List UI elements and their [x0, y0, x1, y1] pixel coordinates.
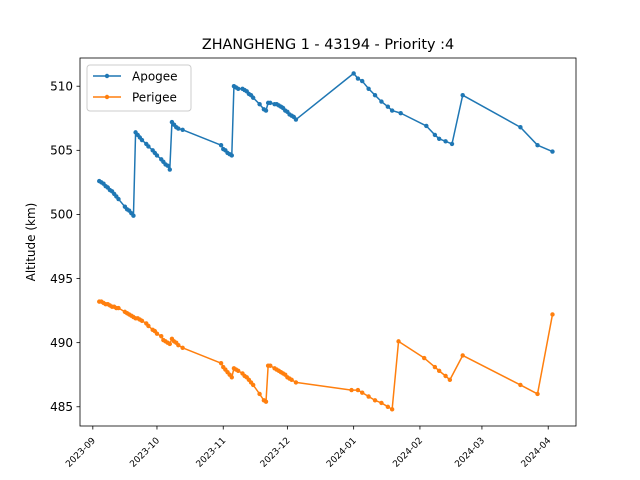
perigee-data-point: [289, 377, 294, 383]
y-tick-label: 485: [50, 400, 73, 414]
perigee-data-point: [154, 331, 160, 336]
perigee-data-point: [293, 380, 299, 385]
y-tick-label: 495: [50, 272, 73, 286]
apogee-data-point: [449, 141, 455, 147]
perigee-data-point: [355, 387, 361, 393]
apogee-data-point: [535, 142, 540, 148]
apogee-data-point: [293, 117, 299, 122]
perigee-data-point: [447, 377, 453, 383]
apogee-legend-marker: [104, 73, 110, 79]
perigee-data-point: [396, 339, 401, 344]
perigee-data-point: [268, 363, 273, 368]
perigee-data-point: [116, 305, 121, 311]
apogee-data-point: [167, 167, 172, 172]
perigee-data-point: [250, 382, 256, 388]
y-axis-title: Altitude (km): [24, 203, 38, 282]
apogee-data-point: [351, 71, 356, 76]
perigee-data-point: [436, 368, 442, 374]
perigee-data-point: [422, 355, 427, 361]
apogee-data-point: [180, 127, 185, 132]
apogee-data-point: [250, 95, 256, 100]
perigee-data-point: [180, 345, 185, 350]
perigee-data-point: [432, 364, 438, 370]
apogee-data-point: [389, 108, 395, 113]
perigee-data-point: [263, 399, 269, 404]
perigee-data-point: [366, 394, 371, 399]
apogee-data-point: [366, 86, 371, 91]
perigee-data-point: [257, 391, 262, 397]
apogee-data-point: [460, 92, 465, 98]
y-tick-label: 490: [50, 336, 73, 350]
perigee-data-point: [236, 368, 241, 374]
apogee-data-point: [379, 99, 384, 104]
apogee-data-point: [436, 136, 442, 141]
apogee-data-point: [518, 125, 523, 130]
perigee-data-point: [550, 312, 555, 317]
apogee-data-point: [165, 163, 170, 168]
apogee-data-point: [236, 86, 241, 91]
perigee-data-point: [443, 373, 448, 379]
apogee-data-point: [154, 153, 160, 158]
apogee-data-point: [131, 213, 136, 218]
apogee-data-point: [443, 139, 448, 144]
perigee-data-point: [535, 391, 540, 397]
apogee-data-point: [257, 101, 262, 107]
y-tick-label: 505: [50, 144, 73, 158]
perigee-legend-label: Perigee: [132, 90, 177, 104]
perigee-data-point: [159, 334, 164, 339]
apogee-data-point: [424, 123, 429, 129]
perigee-legend-marker: [104, 94, 110, 100]
apogee-data-point: [146, 144, 151, 149]
perigee-data-point: [360, 390, 365, 395]
apogee-data-point: [398, 110, 403, 116]
y-tick-label: 510: [50, 80, 73, 94]
apogee-data-point: [355, 76, 361, 81]
series-layer: [97, 71, 555, 412]
perigee-data-point: [229, 375, 234, 380]
plot-frame: [79, 57, 577, 427]
apogee-data-point: [218, 142, 224, 148]
apogee-data-point: [263, 108, 269, 113]
apogee-data-point: [432, 132, 438, 138]
perigee-data-point: [139, 318, 145, 324]
perigee-data-point: [372, 398, 378, 403]
chart-title: ZHANGHENG 1 - 43194 - Priority :4: [202, 37, 454, 53]
perigee-data-point: [218, 360, 224, 366]
perigee-data-point: [167, 341, 172, 347]
apogee-data-point: [176, 126, 181, 131]
apogee-legend-label: Apogee: [132, 69, 178, 83]
perigee-data-point: [389, 407, 395, 412]
perigee-data-point: [176, 343, 181, 348]
perigee-data-point: [379, 400, 384, 406]
legend: Apogee Perigee: [86, 64, 192, 112]
perigee-data-point: [385, 404, 391, 409]
apogee-data-point: [116, 196, 121, 202]
y-tick-label: 500: [50, 208, 73, 222]
apogee-data-point: [385, 104, 391, 109]
perigee-data-point: [146, 323, 151, 329]
perigee-data-point: [460, 353, 465, 358]
apogee-data-point: [360, 78, 365, 84]
apogee-data-point: [550, 149, 555, 154]
apogee-data-point: [372, 92, 378, 98]
apogee-data-point: [268, 100, 273, 106]
apogee-data-point: [229, 153, 234, 158]
perigee-data-point: [349, 387, 354, 393]
perigee-data-point: [518, 382, 523, 388]
apogee-data-point: [139, 137, 145, 143]
